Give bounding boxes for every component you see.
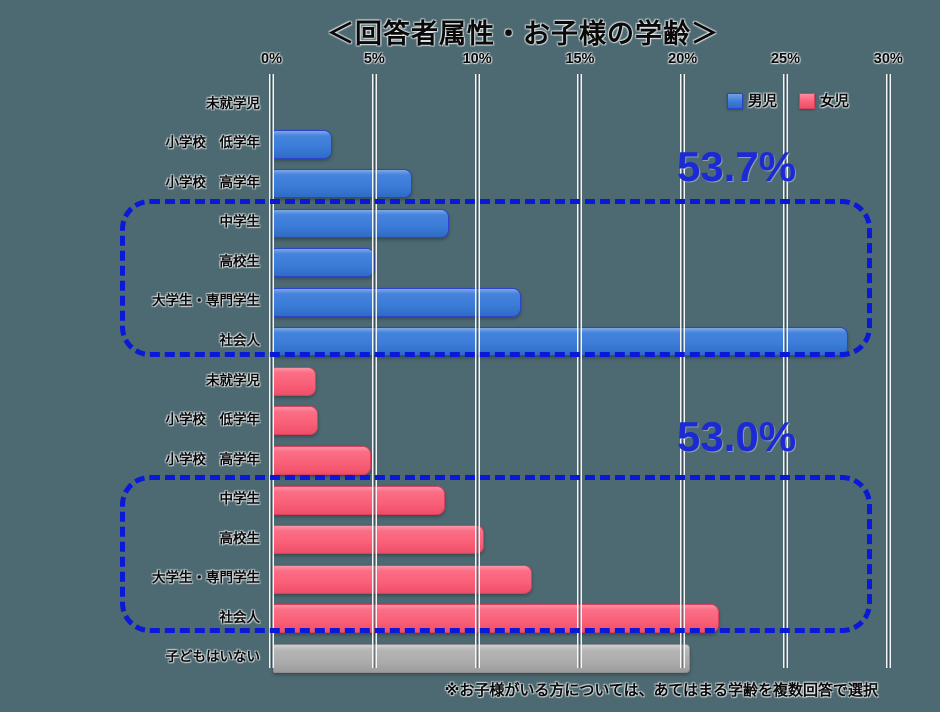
gridline (577, 84, 583, 668)
bar-female-4 (272, 525, 485, 555)
category-label: 大学生・専門学生 (152, 293, 260, 309)
legend: 男児 女児 (727, 90, 849, 111)
bar-male-4 (272, 248, 376, 278)
x-tick-label: 5% (363, 51, 385, 67)
legend-item-female: 女児 (799, 90, 849, 111)
annotation-male-total: 53.7% (677, 143, 797, 190)
category-label: 中学生 (219, 214, 261, 230)
male-swatch-icon (727, 92, 743, 109)
gridline (885, 84, 891, 668)
x-tick-mark (680, 74, 686, 84)
x-tick-mark (783, 74, 788, 84)
legend-label-female: 女児 (820, 94, 849, 110)
gridline (371, 84, 377, 668)
bar-no-children (272, 643, 691, 673)
female-swatch-icon (799, 92, 815, 109)
category-label: 大学生・専門学生 (152, 570, 260, 586)
x-tick-label: 25% (770, 51, 801, 67)
highlight-box-female (120, 475, 872, 633)
x-tick-label: 0% (261, 51, 282, 67)
bar-female-1 (272, 406, 318, 436)
category-label: 小学校 高学年 (165, 174, 261, 190)
highlight-box-male (120, 199, 872, 357)
bar-male-2 (272, 169, 413, 199)
gridline (680, 84, 686, 668)
bar-female-5 (272, 564, 532, 594)
gridline (783, 84, 788, 668)
x-tick-mark (885, 74, 891, 84)
category-label: 高校生 (219, 253, 261, 269)
x-tick-mark (371, 74, 377, 84)
category-label: 中学生 (219, 491, 261, 507)
category-label: 小学校 高学年 (165, 451, 261, 467)
x-tick-label: 10% (462, 51, 492, 67)
chart-title: ＜回答者属性・お子様の学齢＞ (327, 19, 719, 49)
legend-item-male: 男児 (727, 90, 777, 111)
footnote: ※お子様がいる方については、あてはまる学齢を複数回答で選択 (444, 682, 878, 699)
x-tick-mark (474, 74, 480, 84)
category-label: 高校生 (219, 530, 261, 546)
category-label: 小学校 低学年 (165, 135, 261, 151)
gridline (269, 84, 274, 668)
category-label: 未就学児 (206, 95, 260, 111)
legend-label-male: 男児 (748, 94, 777, 110)
category-label: 未就学児 (206, 372, 260, 388)
category-label: 社会人 (219, 609, 261, 625)
bar-male-3 (272, 208, 450, 238)
category-label: 子どもはいない (165, 649, 261, 665)
bar-female-2 (272, 445, 372, 475)
x-tick-mark (269, 74, 274, 84)
gridline (474, 84, 480, 668)
x-tick-label: 30% (873, 51, 903, 67)
category-label: 小学校 低学年 (165, 412, 261, 428)
x-tick-mark (577, 74, 583, 84)
bar-female-0 (272, 366, 316, 396)
x-tick-label: 20% (668, 51, 698, 67)
bar-male-5 (272, 287, 522, 317)
annotation-female-total: 53.0% (677, 413, 797, 460)
bar-female-3 (272, 485, 446, 515)
bar-male-1 (272, 129, 333, 159)
category-label: 社会人 (219, 333, 261, 349)
x-tick-label: 15% (565, 51, 595, 67)
